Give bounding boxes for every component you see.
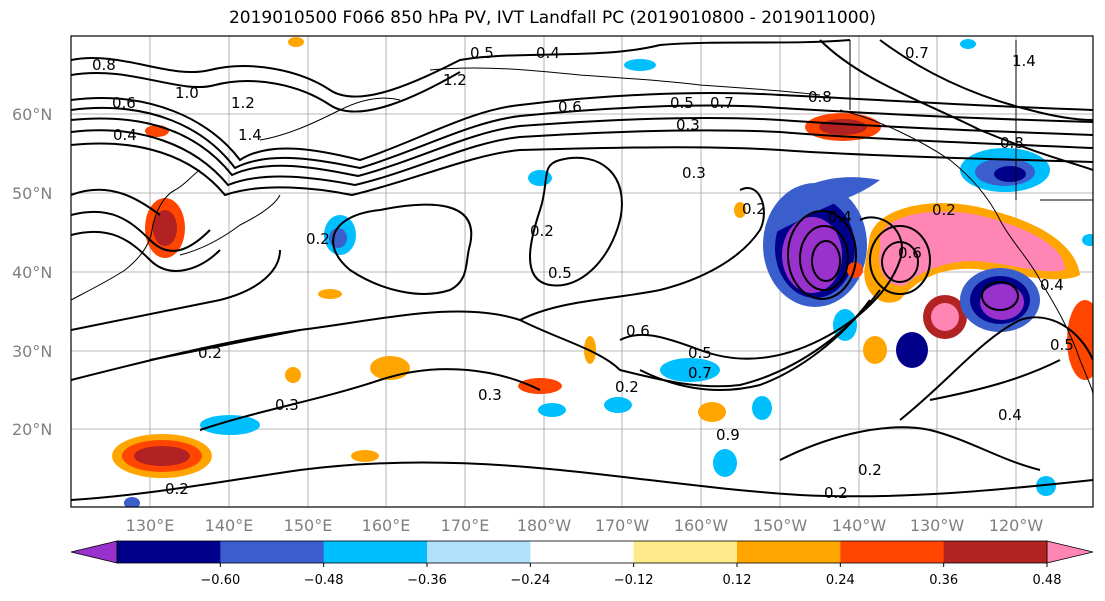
contour-label: 0.2 xyxy=(165,480,189,498)
map-frame xyxy=(70,35,1094,508)
colorbar-cell xyxy=(220,541,325,563)
lat-label: 60°N xyxy=(12,105,52,124)
lon-label: 140°W xyxy=(832,516,887,535)
contour-label: 1.4 xyxy=(238,126,262,144)
colorbar-tick-label: 0.12 xyxy=(723,573,752,588)
colorbar-tick-label: −0.48 xyxy=(304,573,344,588)
contour-label: 0.2 xyxy=(824,484,848,502)
colorbar-tick-label: −0.60 xyxy=(200,573,240,588)
colorbar-cell xyxy=(530,541,635,563)
lon-label: 120°W xyxy=(989,516,1044,535)
contour-label: 0.5 xyxy=(470,44,494,62)
contour-label: 0.6 xyxy=(898,244,922,262)
contour-label: 0.7 xyxy=(710,94,734,112)
contour-label: 0.4 xyxy=(536,44,560,62)
colorbar-tick-label: 0.36 xyxy=(929,573,958,588)
coastlines xyxy=(71,40,1093,396)
lon-label: 140°E xyxy=(205,516,254,535)
lat-label: 50°N xyxy=(12,184,52,203)
contour-label: 0.8 xyxy=(92,56,116,74)
contour-label: 0.4 xyxy=(998,406,1022,424)
colorbar-tick-label: 0.24 xyxy=(826,573,855,588)
contour-label: 0.7 xyxy=(688,364,712,382)
contour-labels: 0.8 1.0 0.6 0.4 1.2 1.4 0.5 0.4 1.2 0.6 … xyxy=(92,44,1074,502)
contour-label: 0.4 xyxy=(828,208,852,226)
contour-label: 0.5 xyxy=(1050,336,1074,354)
contour-label: 0.2 xyxy=(858,461,882,479)
contour-label: 0.6 xyxy=(558,98,582,116)
contour-label: 0.4 xyxy=(113,126,137,144)
lon-label: 160°E xyxy=(362,516,411,535)
colorbar-tick-label: −0.12 xyxy=(614,573,654,588)
colorbar-cell xyxy=(323,541,428,563)
lon-label: 170°E xyxy=(441,516,490,535)
lat-label: 40°N xyxy=(12,263,52,282)
lon-label: 180°W xyxy=(517,516,572,535)
lat-label: 30°N xyxy=(12,342,52,361)
contour-label: 0.6 xyxy=(626,322,650,340)
contour-label: 0.3 xyxy=(682,164,706,182)
colorbar-cell xyxy=(943,541,1048,563)
lon-label: 150°W xyxy=(753,516,808,535)
contour-label: 0.4 xyxy=(1040,276,1064,294)
lon-label: 150°E xyxy=(284,516,333,535)
latitude-labels: 60°N 50°N 40°N 30°N 20°N xyxy=(12,105,52,439)
contour-label: 0.5 xyxy=(548,264,572,282)
longitude-labels: 130°E 140°E 150°E 160°E 170°E 180°W 170°… xyxy=(126,516,1044,535)
colorbar-cell xyxy=(633,541,738,563)
contour-label: 0.5 xyxy=(670,94,694,112)
contour-label: 0.3 xyxy=(676,116,700,134)
contour-label: 0.2 xyxy=(932,201,956,219)
map-gridlines xyxy=(71,36,1093,507)
contour-label: 0.2 xyxy=(742,200,766,218)
colorbar-extend-right xyxy=(1046,540,1094,564)
contour-label: 0.9 xyxy=(716,426,740,444)
contour-label: 0.6 xyxy=(112,94,136,112)
colorbar-cell xyxy=(117,541,221,563)
contour-label: 0.2 xyxy=(615,378,639,396)
colorbar-cell xyxy=(427,541,531,563)
colorbar: −0.60 −0.48 −0.36 −0.24 −0.12 0.12 0.24 0.36 0.4… xyxy=(70,540,1094,588)
contour-label: 0.3 xyxy=(275,396,299,414)
contour-label: 0.2 xyxy=(306,230,330,248)
pv-shading xyxy=(112,37,1093,507)
contour-label: 1.2 xyxy=(231,94,255,112)
lon-label: 130°W xyxy=(910,516,965,535)
colorbar-cell xyxy=(840,541,945,563)
contour-label: 1.4 xyxy=(1012,52,1036,70)
contour-label: 0.8 xyxy=(1000,134,1024,152)
lat-label: 20°N xyxy=(12,420,52,439)
lon-label: 170°W xyxy=(595,516,650,535)
colorbar-frame xyxy=(116,540,1048,564)
contour-label: 0.8 xyxy=(808,88,832,106)
colorbar-cell xyxy=(737,541,841,563)
contour-label: 1.2 xyxy=(443,71,467,89)
colorbar-extend-left xyxy=(70,540,118,564)
contour-label: 1.0 xyxy=(175,84,199,102)
lon-label: 160°W xyxy=(674,516,729,535)
contour-label: 0.5 xyxy=(688,344,712,362)
contour-label: 0.2 xyxy=(530,222,554,240)
ivt-contours xyxy=(71,39,1093,501)
contour-label: 0.2 xyxy=(198,344,222,362)
colorbar-tick-label: 0.48 xyxy=(1033,573,1062,588)
contour-label: 0.7 xyxy=(905,44,929,62)
colorbar-tick-label: −0.24 xyxy=(510,573,550,588)
map-title: 2019010500 F066 850 hPa PV, IVT Landfall… xyxy=(228,8,876,28)
contour-label: 0.3 xyxy=(478,386,502,404)
colorbar-tick-label: −0.36 xyxy=(407,573,447,588)
lon-label: 130°E xyxy=(126,516,175,535)
